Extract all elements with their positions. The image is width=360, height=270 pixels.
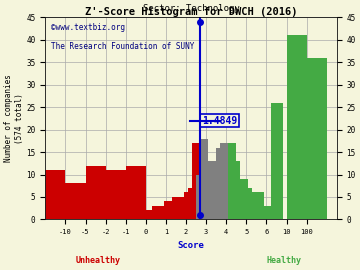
Bar: [269, 206, 276, 220]
Title: Z'-Score Histogram for DWCH (2016): Z'-Score Histogram for DWCH (2016): [85, 6, 297, 16]
Bar: [184, 193, 192, 220]
Bar: [172, 197, 180, 220]
Bar: [144, 210, 152, 220]
Bar: [228, 143, 236, 220]
Bar: [148, 210, 156, 220]
Bar: [220, 143, 228, 220]
Bar: [200, 139, 208, 220]
Bar: [265, 206, 273, 220]
Bar: [224, 157, 232, 220]
Text: Healthy: Healthy: [267, 256, 302, 265]
Text: The Research Foundation of SUNY: The Research Foundation of SUNY: [51, 42, 194, 50]
Bar: [192, 143, 200, 220]
Bar: [196, 174, 204, 220]
Text: Sector: Technology: Sector: Technology: [143, 4, 239, 13]
Bar: [164, 201, 172, 220]
Bar: [66, 184, 86, 220]
Bar: [260, 206, 269, 220]
Bar: [212, 166, 220, 220]
Bar: [204, 161, 212, 220]
Bar: [240, 179, 248, 220]
Text: Unhealthy: Unhealthy: [75, 256, 120, 265]
Bar: [160, 206, 168, 220]
Text: ©www.textbiz.org: ©www.textbiz.org: [51, 23, 125, 32]
Bar: [86, 166, 105, 220]
Text: 1.4849: 1.4849: [202, 116, 237, 126]
Bar: [208, 161, 216, 220]
Bar: [180, 197, 188, 220]
Bar: [156, 206, 164, 220]
Bar: [248, 193, 256, 220]
Bar: [256, 193, 265, 220]
Bar: [270, 103, 283, 220]
Bar: [168, 201, 176, 220]
Bar: [252, 193, 260, 220]
Bar: [188, 188, 196, 220]
Bar: [307, 58, 327, 220]
Bar: [232, 161, 240, 220]
Bar: [45, 170, 66, 220]
Y-axis label: Number of companies
(574 total): Number of companies (574 total): [4, 75, 23, 162]
Bar: [152, 206, 160, 220]
Bar: [244, 188, 252, 220]
Bar: [236, 184, 244, 220]
X-axis label: Score: Score: [177, 241, 204, 250]
Bar: [216, 148, 224, 220]
Bar: [105, 170, 126, 220]
Bar: [287, 35, 307, 220]
Bar: [126, 166, 146, 220]
Bar: [176, 197, 184, 220]
